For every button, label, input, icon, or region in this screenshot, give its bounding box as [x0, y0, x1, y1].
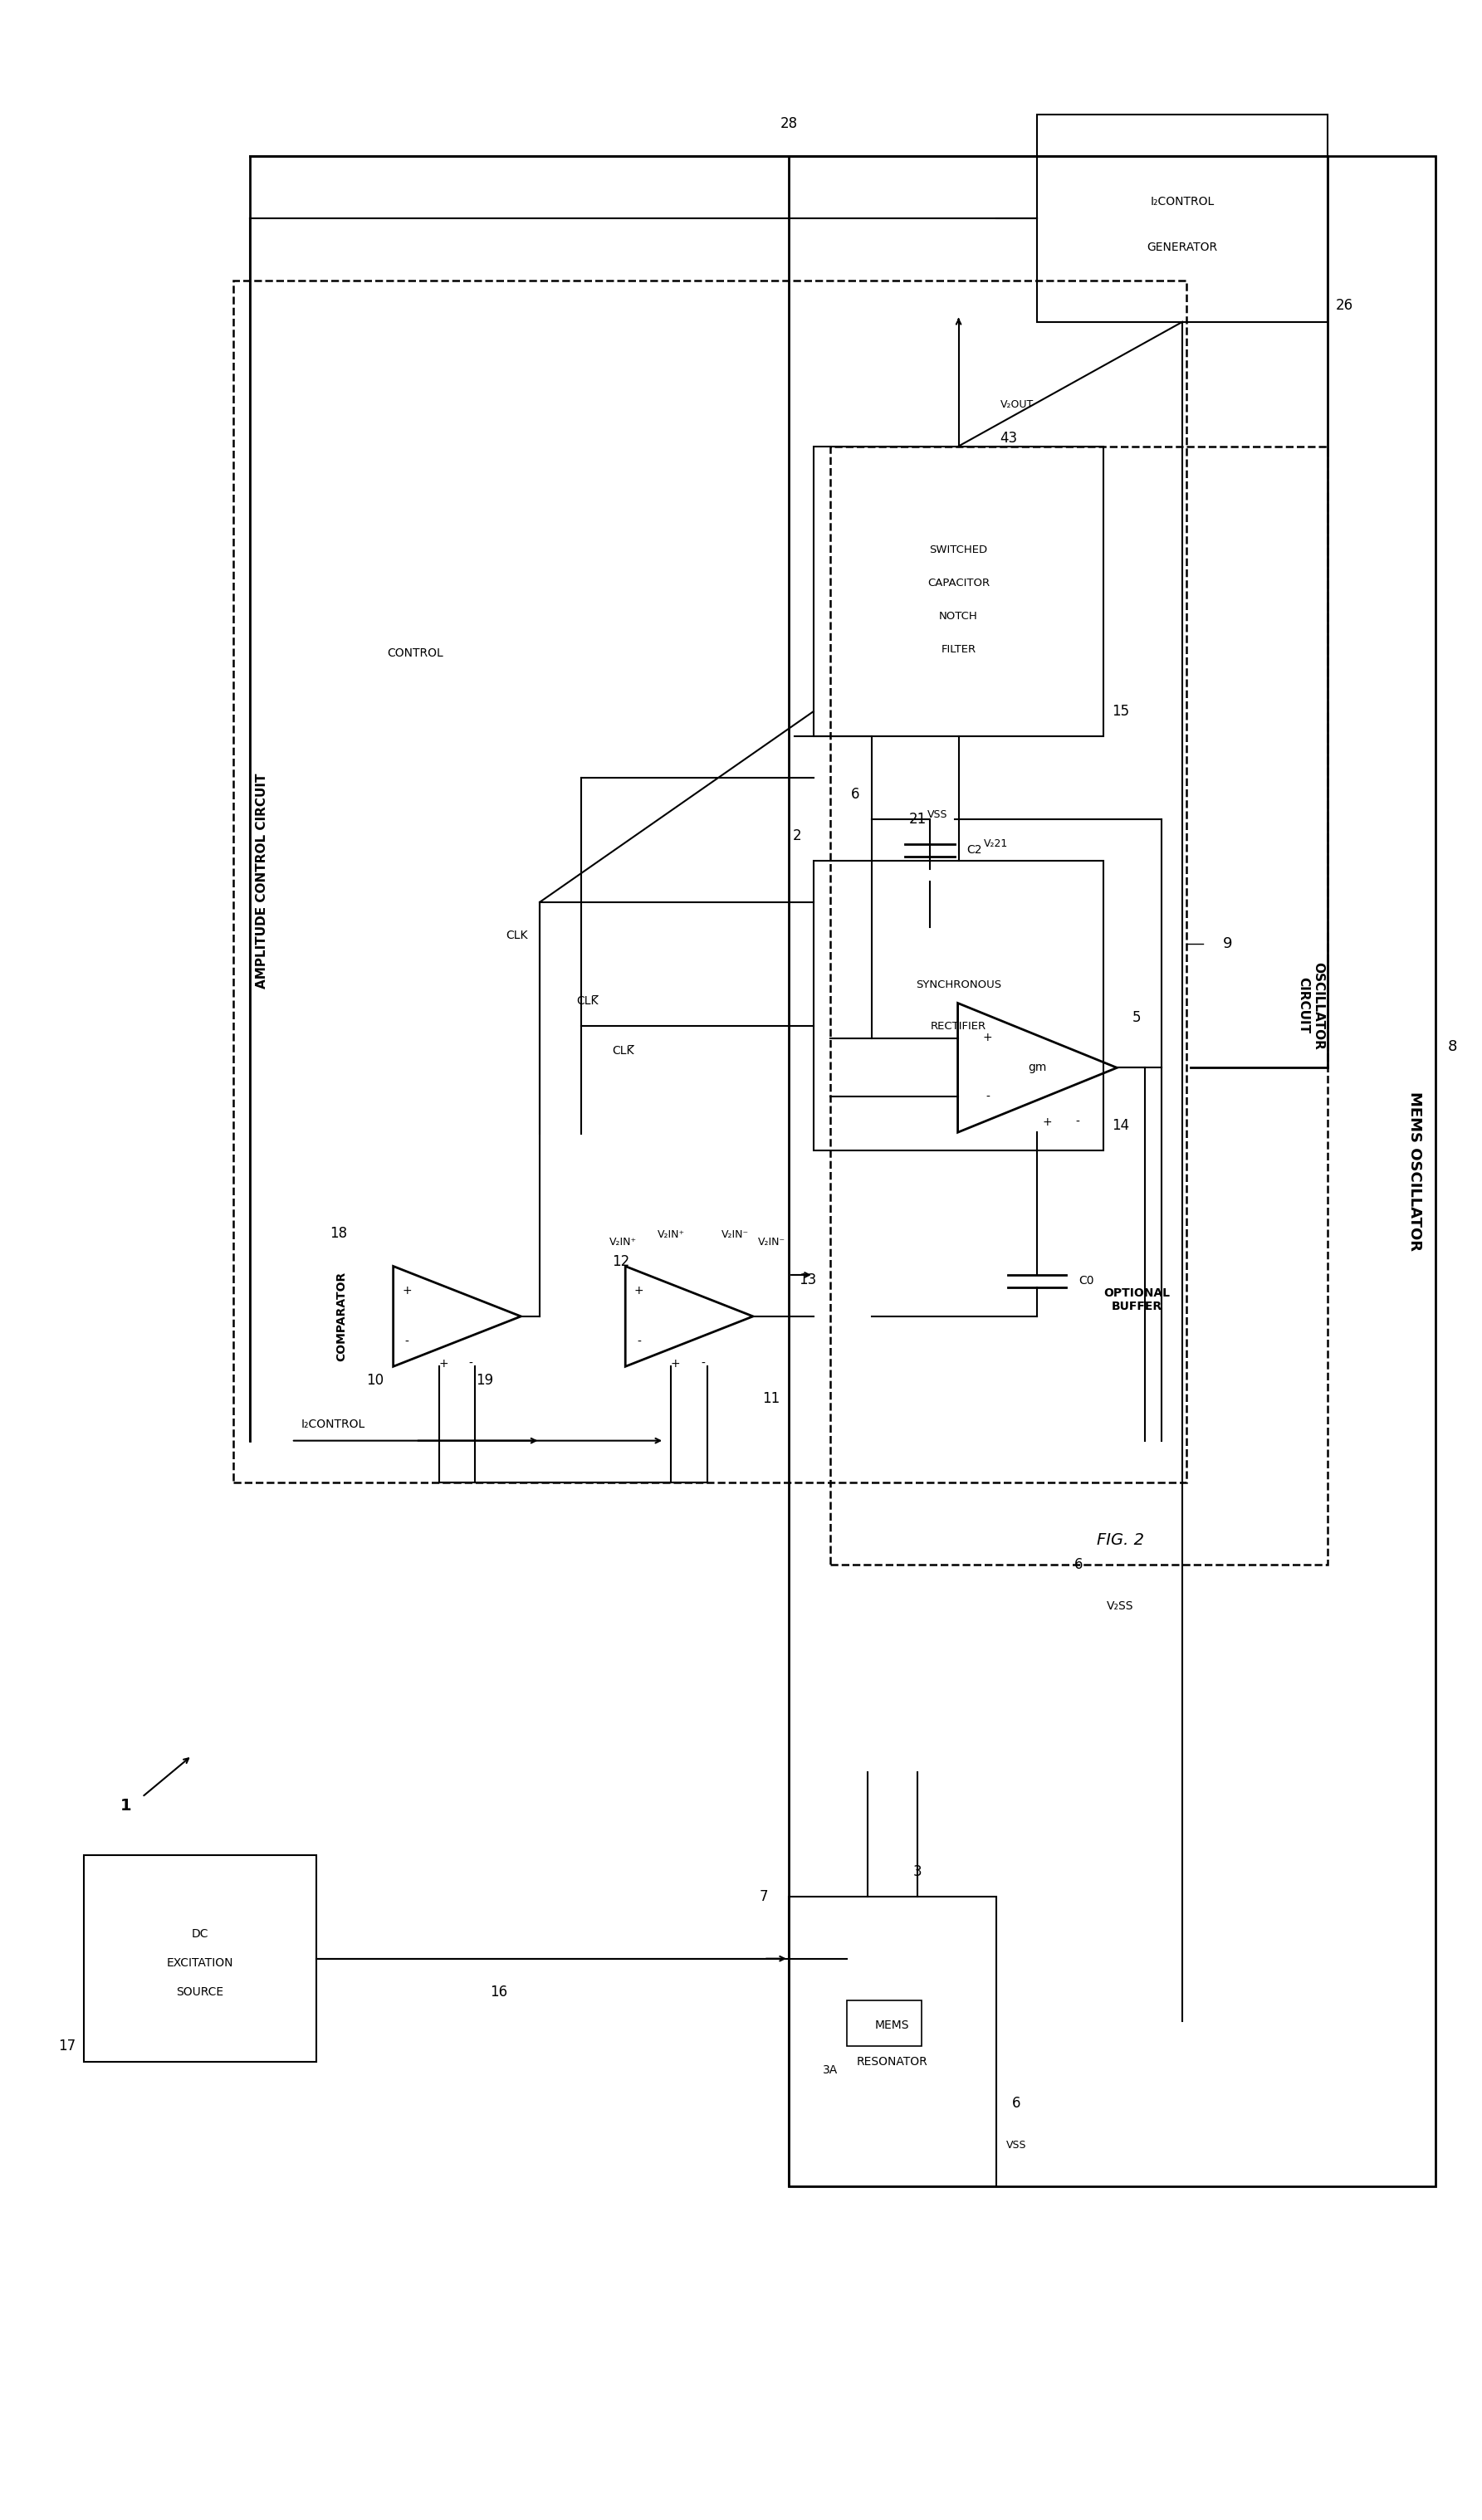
Text: SOURCE: SOURCE — [176, 1986, 224, 1998]
Text: I₂CONTROL: I₂CONTROL — [1150, 197, 1214, 207]
Text: 16: 16 — [489, 1983, 507, 1998]
Text: I₂CONTROL: I₂CONTROL — [301, 1419, 365, 1429]
Text: -: - — [468, 1358, 473, 1368]
Text: 18: 18 — [330, 1227, 347, 1240]
Text: gm: gm — [1029, 1061, 1046, 1074]
Text: FILTER: FILTER — [941, 643, 977, 655]
Bar — [846, 2001, 922, 2046]
Text: +: + — [439, 1358, 448, 1368]
Text: V₂IN⁻: V₂IN⁻ — [759, 1237, 785, 1247]
Text: V₂IN⁺: V₂IN⁺ — [609, 1237, 637, 1247]
Text: C2: C2 — [966, 844, 983, 857]
Text: 3A: 3A — [823, 2064, 837, 2076]
Text: EXCITATION: EXCITATION — [166, 1958, 234, 1968]
Text: SYNCHRONOUS: SYNCHRONOUS — [916, 980, 1002, 990]
Text: COMPARATOR: COMPARATOR — [335, 1273, 347, 1361]
Text: 13: 13 — [799, 1273, 817, 1288]
Text: OPTIONAL
BUFFER: OPTIONAL BUFFER — [1104, 1288, 1169, 1313]
Text: 19: 19 — [476, 1373, 494, 1389]
Text: V₂OUT: V₂OUT — [1000, 398, 1033, 411]
Text: CLK: CLK — [505, 930, 528, 940]
Text: -: - — [986, 1091, 990, 1104]
Text: CAPACITOR: CAPACITOR — [928, 577, 990, 587]
Text: V₂21: V₂21 — [984, 839, 1008, 849]
Text: +: + — [1042, 1116, 1052, 1129]
Text: -: - — [1074, 1116, 1079, 1129]
Text: GENERATOR: GENERATOR — [1147, 242, 1218, 252]
Text: 6: 6 — [851, 786, 860, 801]
Bar — [788, 1898, 996, 2187]
Text: RESONATOR: RESONATOR — [857, 2056, 928, 2069]
Text: 11: 11 — [762, 1391, 780, 1406]
Text: V₂IN⁻: V₂IN⁻ — [722, 1230, 748, 1240]
Text: 1: 1 — [120, 1797, 130, 1814]
Text: VSS: VSS — [928, 809, 948, 822]
Text: 43: 43 — [1000, 431, 1018, 446]
Text: 2: 2 — [793, 829, 802, 844]
Text: 15: 15 — [1112, 703, 1129, 718]
Text: CLK̅: CLK̅ — [576, 995, 599, 1008]
Text: RECTIFIER: RECTIFIER — [931, 1021, 987, 1031]
Text: 9: 9 — [1223, 935, 1233, 950]
Bar — [788, 156, 1435, 2187]
Text: +: + — [671, 1358, 680, 1368]
Bar — [233, 280, 1187, 1482]
Text: SWITCHED: SWITCHED — [929, 544, 987, 554]
Text: 6: 6 — [1012, 2097, 1021, 2112]
Text: 26: 26 — [1335, 297, 1353, 312]
Text: 21: 21 — [908, 811, 926, 827]
Text: -: - — [405, 1336, 409, 1348]
Text: +: + — [402, 1285, 412, 1298]
Text: 10: 10 — [366, 1373, 384, 1389]
Text: 3: 3 — [913, 1865, 922, 1880]
Bar — [1037, 116, 1328, 323]
Text: MEMS OSCILLATOR: MEMS OSCILLATOR — [1406, 1091, 1423, 1250]
Bar — [814, 446, 1104, 736]
Text: 12: 12 — [612, 1255, 630, 1270]
Text: 14: 14 — [1112, 1119, 1129, 1134]
Text: -: - — [701, 1358, 705, 1368]
Text: C0: C0 — [1079, 1275, 1094, 1288]
Text: 6: 6 — [1074, 1557, 1083, 1572]
Bar — [84, 1855, 316, 2061]
Bar — [814, 859, 1104, 1152]
Text: 17: 17 — [58, 2039, 76, 2054]
Text: 7: 7 — [759, 1890, 768, 1905]
Bar — [830, 446, 1328, 1565]
Text: V₂SS: V₂SS — [1107, 1600, 1134, 1613]
Text: CLK̅: CLK̅ — [612, 1046, 634, 1056]
Text: +: + — [983, 1033, 993, 1043]
Text: VSS: VSS — [1006, 2139, 1027, 2150]
Text: 5: 5 — [1132, 1011, 1141, 1026]
Text: +: + — [634, 1285, 643, 1298]
Text: V₂IN⁺: V₂IN⁺ — [657, 1230, 685, 1240]
Text: DC: DC — [191, 1928, 209, 1940]
Text: NOTCH: NOTCH — [940, 610, 978, 622]
Text: OSCILLATOR
CIRCUIT: OSCILLATOR CIRCUIT — [1297, 963, 1325, 1048]
Text: MEMS: MEMS — [874, 2019, 910, 2031]
Text: AMPLITUDE CONTROL CIRCUIT: AMPLITUDE CONTROL CIRCUIT — [256, 774, 268, 988]
Text: FIG. 2: FIG. 2 — [1097, 1532, 1144, 1547]
Text: -: - — [637, 1336, 642, 1348]
Text: 28: 28 — [780, 116, 797, 131]
Text: CONTROL: CONTROL — [387, 648, 443, 660]
Text: 8: 8 — [1448, 1041, 1457, 1053]
